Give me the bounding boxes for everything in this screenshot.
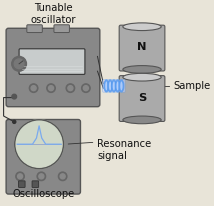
Circle shape [49,86,54,91]
Ellipse shape [123,73,161,81]
Circle shape [12,56,27,71]
Circle shape [29,84,38,92]
Text: Oscilloscope: Oscilloscope [12,190,74,199]
Text: Sample: Sample [173,81,210,91]
Ellipse shape [112,80,116,91]
Circle shape [47,84,55,92]
Ellipse shape [119,80,123,91]
Ellipse shape [108,80,112,91]
Circle shape [83,86,88,91]
FancyBboxPatch shape [119,76,165,122]
Ellipse shape [116,80,120,91]
Circle shape [60,174,65,179]
Circle shape [66,84,75,92]
Circle shape [82,84,90,92]
Circle shape [16,121,62,167]
Circle shape [15,120,64,169]
FancyBboxPatch shape [18,181,25,187]
Circle shape [13,120,16,123]
Circle shape [68,86,73,91]
Text: S: S [138,92,146,103]
Text: Resonance
signal: Resonance signal [98,139,152,161]
FancyBboxPatch shape [103,80,125,92]
Circle shape [14,59,24,69]
FancyBboxPatch shape [54,25,69,33]
FancyBboxPatch shape [32,181,39,187]
Text: Tunable
oscillator: Tunable oscillator [30,3,76,25]
Ellipse shape [123,116,161,124]
Circle shape [39,174,44,179]
Text: N: N [137,42,147,52]
FancyBboxPatch shape [119,25,165,71]
Circle shape [18,174,22,179]
Ellipse shape [104,80,108,91]
FancyBboxPatch shape [6,119,80,194]
FancyBboxPatch shape [27,25,42,33]
Circle shape [31,86,36,91]
Circle shape [16,172,24,181]
FancyBboxPatch shape [6,28,100,107]
Circle shape [12,94,16,99]
Ellipse shape [123,66,161,73]
FancyBboxPatch shape [19,49,85,74]
Circle shape [58,172,67,181]
Circle shape [37,172,46,181]
Ellipse shape [123,23,161,30]
